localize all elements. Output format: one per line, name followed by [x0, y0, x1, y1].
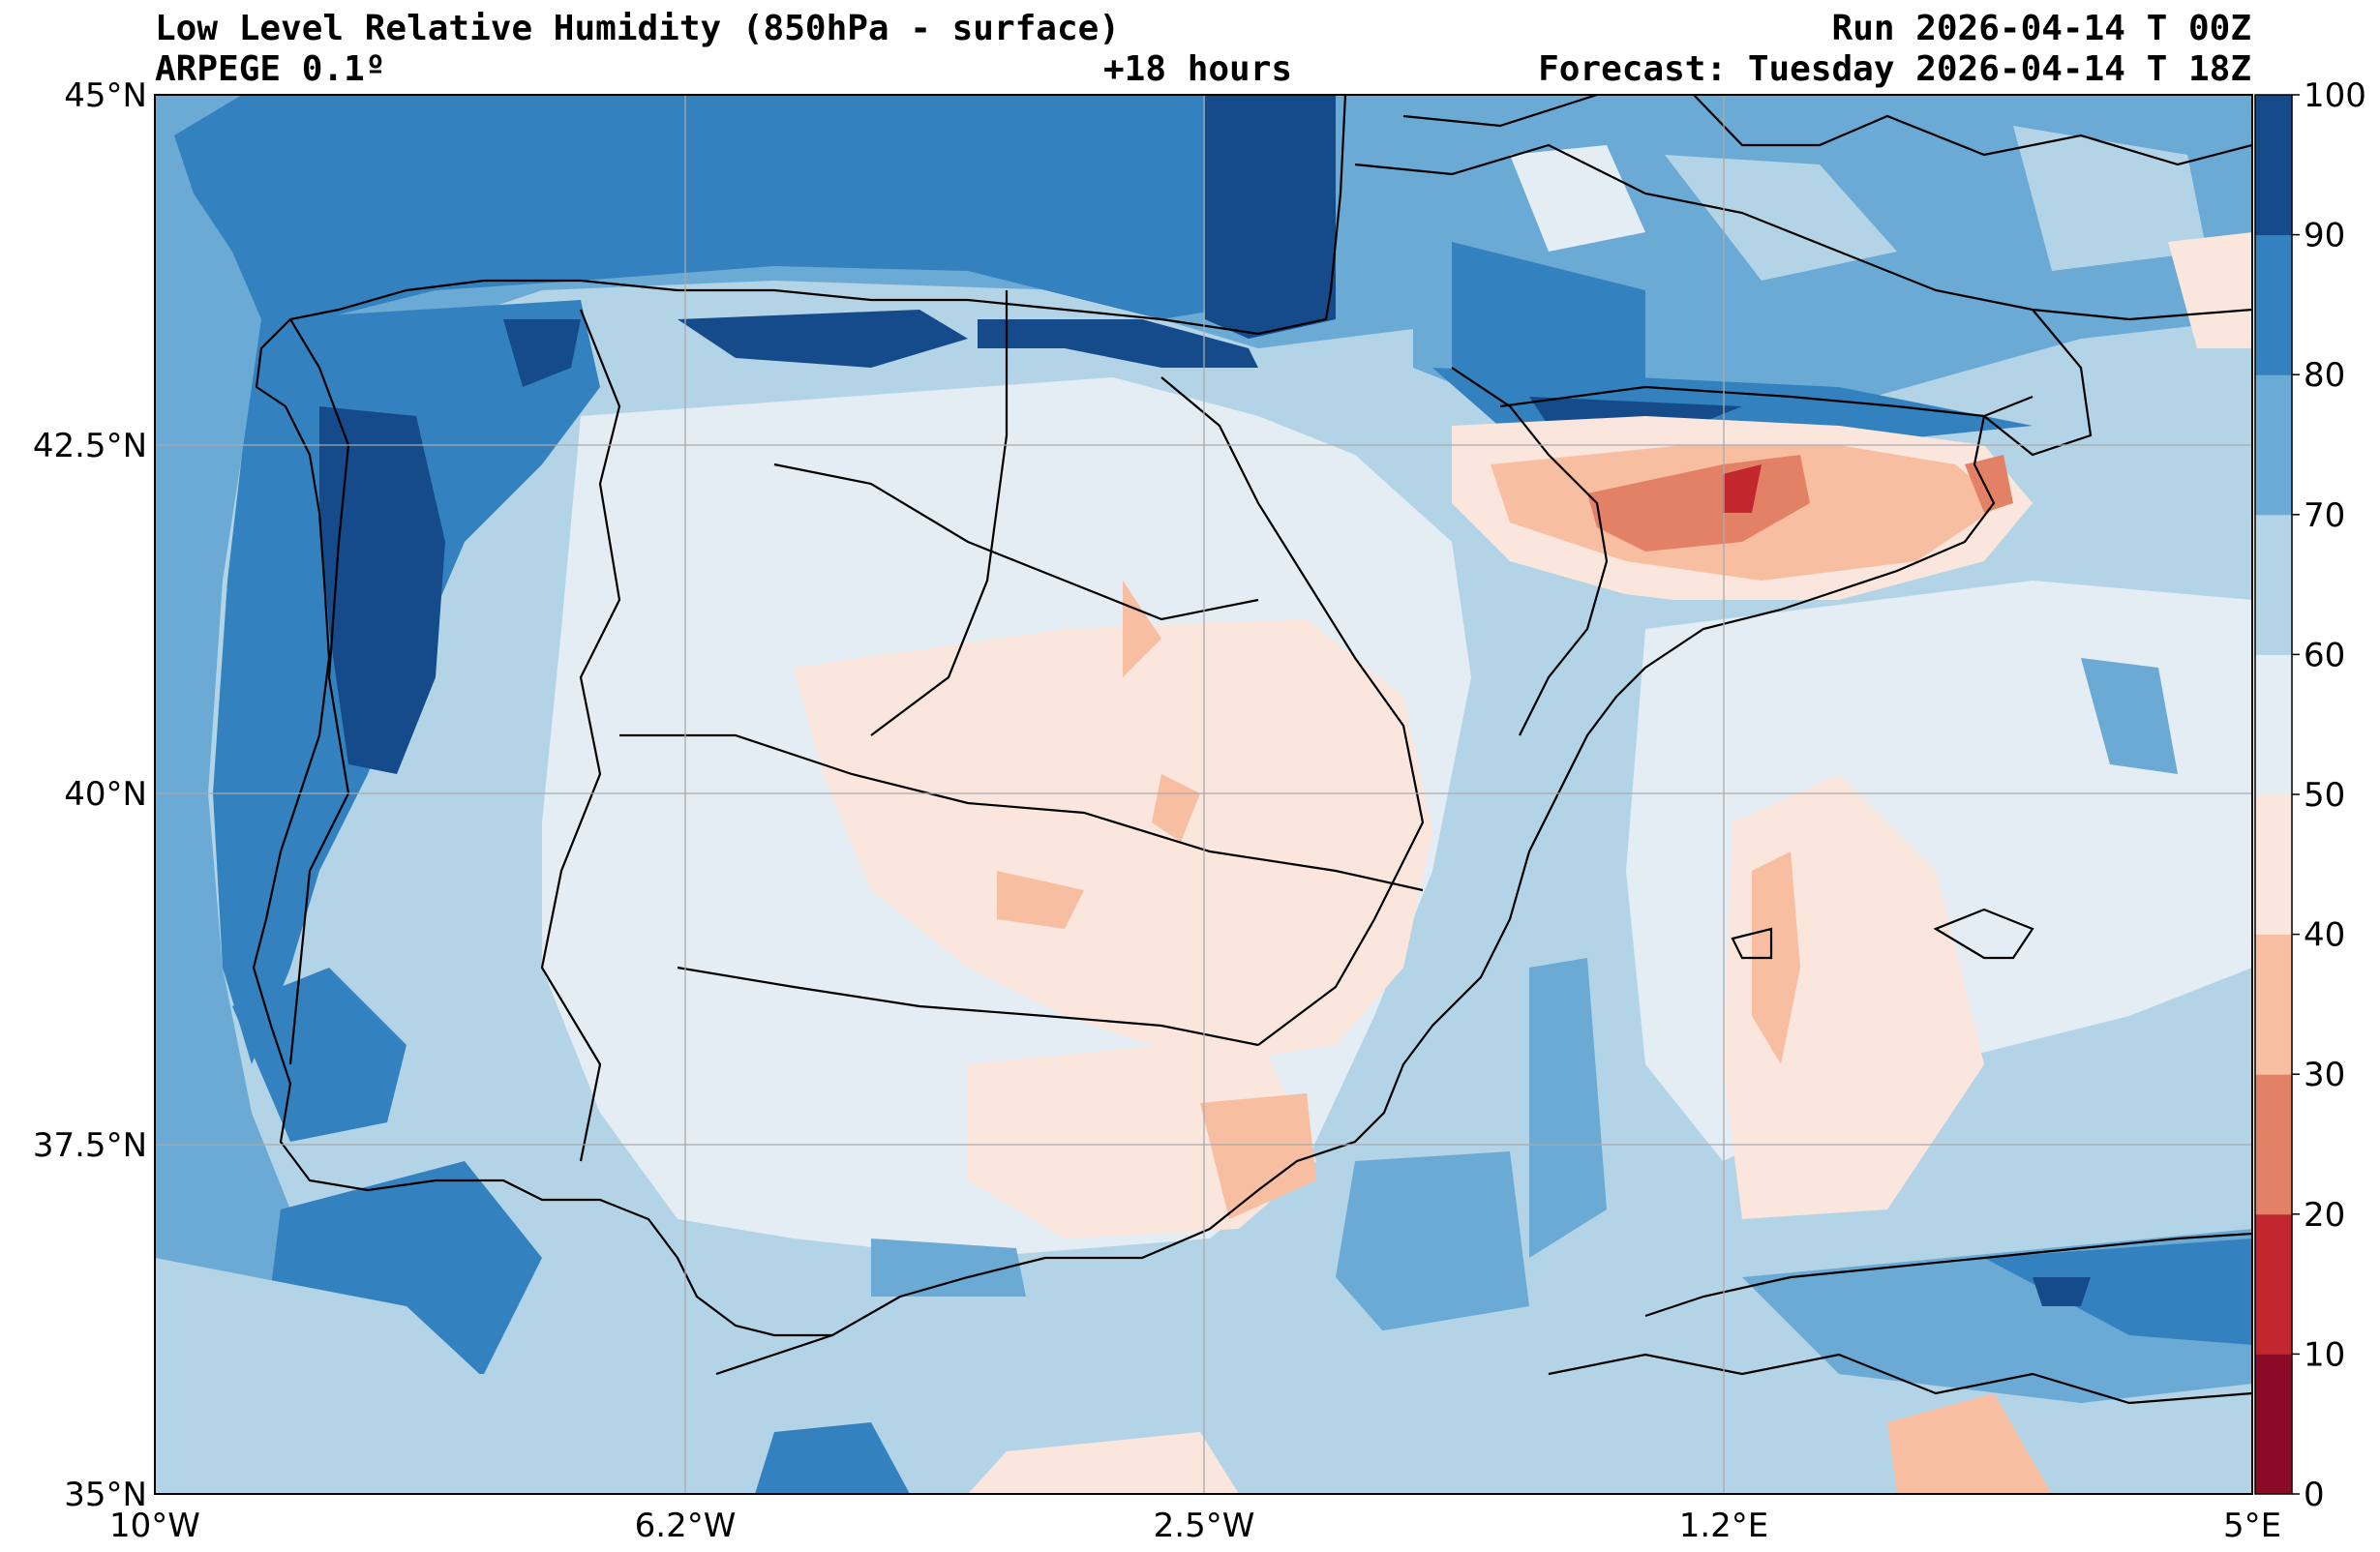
map-frame	[154, 94, 2253, 1495]
lon-label-2: 6.2°W	[635, 1507, 737, 1545]
lon-label-3: 2.5°W	[1154, 1507, 1255, 1545]
colorbar-label: 50	[2304, 776, 2345, 815]
lat-label-4: 37.5°N	[33, 1126, 147, 1165]
lon-label-5: 5°E	[2223, 1507, 2281, 1545]
colorbar-segment	[2255, 1354, 2292, 1495]
lon-label-1: 10°W	[109, 1507, 200, 1545]
colorbar-segment	[2255, 1074, 2292, 1215]
colorbar-label: 40	[2304, 916, 2345, 955]
colorbar-label: 60	[2304, 636, 2345, 674]
colorbar-segment	[2255, 1213, 2292, 1355]
colorbar-segment	[2255, 654, 2292, 795]
colorbar-label: 70	[2304, 496, 2345, 535]
lat-label-1: 45°N	[64, 76, 147, 115]
lat-label-2: 42.5°N	[33, 427, 147, 465]
model-label: ARPEGE 0.1º	[155, 49, 386, 89]
lat-label-3: 40°N	[64, 775, 147, 814]
colorbar-label: 30	[2304, 1056, 2345, 1094]
colorbar-label: 100	[2304, 76, 2366, 115]
colorbar: 0 10 20 30 40 50 60 70 80 90 100	[2254, 76, 2366, 1514]
run-label: Run 2026-04-14 T 00Z	[1831, 9, 2251, 48]
colorbar-label: 0	[2304, 1476, 2325, 1514]
colorbar-label: 90	[2304, 217, 2345, 255]
colorbar-label: 20	[2304, 1196, 2345, 1235]
gridlines	[155, 95, 2252, 1494]
lat-label-5: 35°N	[64, 1476, 147, 1514]
forecast-label: Forecast: Tuesday 2026-04-14 T 18Z	[1538, 49, 2251, 89]
colorbar-segment	[2255, 95, 2292, 236]
colorbar-label: 10	[2304, 1335, 2345, 1374]
colorbar-segment	[2255, 794, 2292, 936]
colorbar-label: 80	[2304, 356, 2345, 395]
colorbar-segment	[2255, 374, 2292, 516]
lead-time-label: +18 hours	[1103, 49, 1293, 89]
map-title: Low Level Relative Humidity (850hPa - su…	[155, 9, 1120, 48]
lon-label-4: 1.2°E	[1679, 1507, 1769, 1545]
colorbar-segment	[2255, 514, 2292, 655]
colorbar-segment	[2255, 234, 2292, 375]
colorbar-segment	[2255, 934, 2292, 1075]
